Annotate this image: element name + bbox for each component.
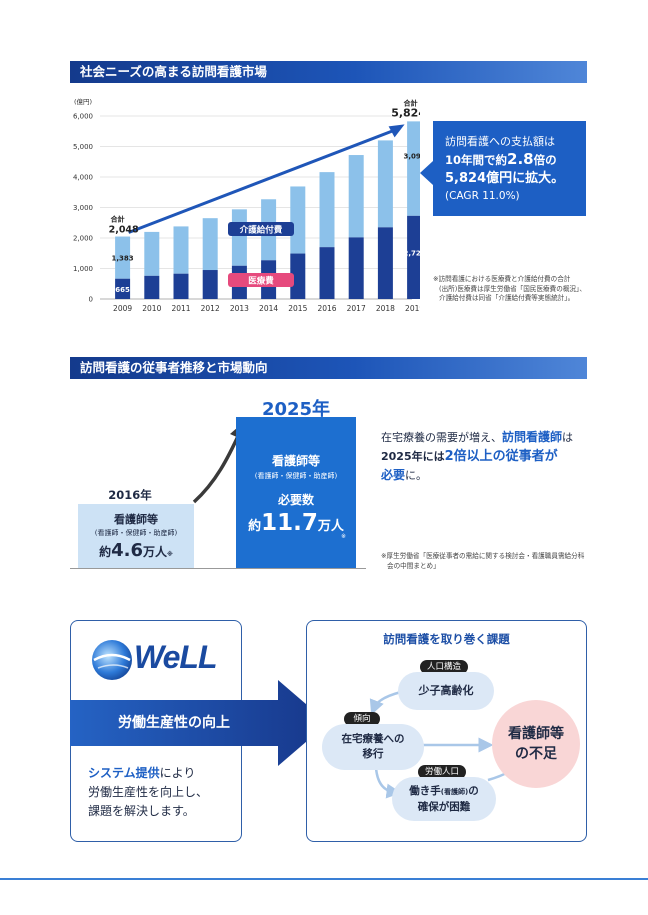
bar-kaigo-2011 — [173, 226, 189, 274]
y-tick-label: 1,000 — [73, 265, 93, 273]
bubble-home-care: 在宅療養への 移行 — [322, 724, 424, 770]
footer-rule — [0, 878, 648, 880]
x-tick-label: 2010 — [142, 304, 161, 313]
x-tick-label: 2016 — [317, 304, 336, 313]
bar-kaigo-2012 — [202, 218, 218, 271]
callout-line1: 訪問看護への支払額は — [445, 135, 555, 148]
logo-text: WeLL — [134, 639, 218, 675]
bubble-labor-shortage: 働き手(看護師)の 確保が困難 — [392, 777, 496, 821]
well-description: システム提供により 労働生産性を向上し、 課題を解決します。 — [88, 766, 209, 818]
right-title: 看護師等 — [271, 454, 320, 468]
result-nurse-shortage: 看護師等 の不足 — [492, 700, 580, 788]
left-title: 看護師等 — [114, 513, 158, 526]
bar-iryo-2009 — [115, 278, 131, 299]
bar-kaigo-2019 — [407, 121, 420, 216]
chart-source-note: ※訪問看護における医療費と介護給付費の合計 (出所)医療費は厚生労働省「国民医療… — [433, 275, 586, 302]
kaigo-value-first: 1,383 — [112, 255, 134, 263]
workforce-source-note: ※厚生労働省「医療従事者の需給に関する検討会・看護職員需給分科 会の中間まとめ」 — [381, 552, 585, 570]
y-tick-label: 0 — [89, 296, 93, 304]
total-value-last: 5,824 — [391, 106, 420, 119]
y-axis-unit: (億円) — [74, 97, 92, 106]
bar-kaigo-2010 — [144, 231, 160, 276]
bar-kaigo-2017 — [348, 155, 364, 238]
x-tick-label: 2013 — [230, 304, 249, 313]
y-tick-label: 3,000 — [73, 204, 93, 212]
x-tick-label: 2019 — [405, 304, 420, 313]
bubble-aging: 少子高齢化 — [398, 672, 494, 710]
total-value-first: 2,048 — [109, 225, 139, 236]
workforce-text: 在宅療養の需要が増え、訪問看護師は 2025年には2倍以上の従事者が 必要に。 — [381, 430, 574, 482]
year-2016-label: 2016年 — [108, 488, 152, 502]
left-sub: (看護師・保健師・助産師) — [94, 529, 178, 537]
trend-arrow-line — [128, 127, 398, 234]
y-tick-label: 6,000 — [73, 113, 93, 121]
workforce-2025-box: 看護師等 (看護師・保健師・助産師) 必要数 約11.7万人 ※ — [236, 417, 356, 568]
iryo-value-last: 2,727 — [404, 249, 420, 257]
tag-labor: 労働人口 — [418, 765, 466, 779]
x-tick-label: 2017 — [347, 304, 366, 313]
x-tick-label: 2018 — [376, 304, 395, 313]
legend-iryo-box — [228, 273, 294, 287]
left-value: 約4.6万人※ — [99, 540, 173, 561]
y-tick-label: 4,000 — [73, 174, 93, 182]
bar-iryo-2015 — [290, 253, 306, 299]
iryo-value-first: 665 — [115, 286, 130, 294]
bar-iryo-2017 — [348, 237, 364, 299]
bar-kaigo-2013 — [231, 209, 247, 266]
total-label-first: 合計 — [110, 215, 125, 224]
legend-iryo-label: 医療費 — [248, 276, 274, 287]
bar-kaigo-2015 — [290, 186, 306, 254]
right-value: 約11.7万人 — [248, 510, 344, 536]
bar-iryo-2010 — [144, 275, 160, 299]
section-header-workforce: 訪問看護の従事者推移と市場動向 — [70, 357, 587, 379]
tag-trend: 傾向 — [344, 712, 380, 726]
globe-icon — [92, 640, 132, 680]
y-tick-label: 5,000 — [73, 143, 93, 151]
productivity-arrow — [70, 680, 328, 766]
y-tick-label: 2,000 — [73, 235, 93, 243]
market-bar-chart: (億円) 0 1,000 2,000 3,000 4,000 5,000 6,000 2009 2… — [73, 97, 420, 313]
right-need: 必要数 — [277, 493, 314, 507]
year-2025-label: 2025年 — [261, 399, 331, 420]
x-tick-label: 2014 — [259, 304, 278, 313]
well-logo: WeLL — [88, 636, 228, 682]
bar-kaigo-2016 — [319, 172, 335, 248]
bar-iryo-2018 — [377, 227, 393, 299]
trend-arrow-head — [388, 124, 405, 138]
callout-line2: 10年間で約2.8倍の — [445, 150, 557, 168]
issues-title: 訪問看護を取り巻く課題 — [383, 632, 510, 646]
bar-iryo-2011 — [173, 273, 189, 299]
tag-population: 人口構造 — [420, 660, 468, 674]
right-sub: (看護師・保健師・助産師) — [254, 472, 338, 480]
callout-line3: 5,824億円に拡大。 — [445, 171, 565, 186]
callout-line4: (CAGR 11.0%) — [445, 190, 520, 202]
legend-kaigo-box — [228, 222, 294, 236]
section-header-market: 社会ニーズの高まる訪問看護市場 — [70, 61, 587, 83]
x-tick-label: 2015 — [288, 304, 307, 313]
kaigo-value-last: 3,097 — [404, 153, 420, 161]
bar-iryo-2012 — [202, 270, 218, 299]
workforce-2016-box: 看護師等 (看護師・保健師・助産師) 約4.6万人※ — [78, 504, 194, 568]
bar-kaigo-2009 — [115, 236, 131, 279]
bar-iryo-2016 — [319, 247, 335, 299]
workforce-baseline — [70, 568, 366, 569]
market-callout: 訪問看護への支払額は 10年間で約2.8倍の 5,824億円に拡大。 (CAGR… — [420, 121, 586, 216]
x-tick-label: 2012 — [201, 304, 220, 313]
legend-kaigo-label: 介護給付費 — [239, 225, 283, 236]
productivity-arrow-text: 労働生産性の向上 — [118, 715, 230, 731]
x-tick-label: 2011 — [171, 304, 190, 313]
total-label-last: 合計 — [403, 98, 418, 107]
x-tick-label: 2009 — [113, 304, 132, 313]
bar-iryo-2019 — [407, 215, 420, 299]
bar-kaigo-2018 — [377, 140, 393, 228]
